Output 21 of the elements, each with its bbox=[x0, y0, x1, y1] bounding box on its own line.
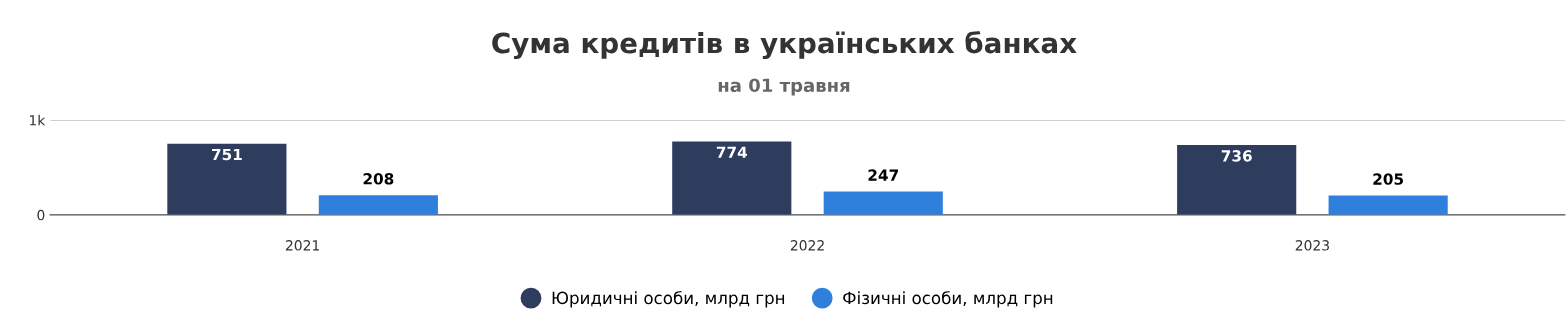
chart-subtitle: на 01 травня bbox=[718, 78, 850, 96]
y-tick-label: 1k bbox=[29, 114, 46, 126]
x-tick-label: 2021 bbox=[285, 240, 320, 251]
legend-label: Фізичні особи, млрд грн bbox=[843, 291, 1053, 308]
bar bbox=[318, 195, 438, 215]
data-label: 208 bbox=[363, 173, 394, 185]
x-tick-label: 2023 bbox=[1295, 240, 1329, 251]
data-label: 774 bbox=[716, 146, 748, 158]
x-tick-label: 2022 bbox=[790, 240, 824, 251]
bar bbox=[672, 141, 792, 215]
data-label: 205 bbox=[1373, 173, 1404, 185]
chart-title: Сума кредитів в українських банках bbox=[492, 31, 1077, 60]
bar bbox=[1177, 145, 1297, 215]
bar bbox=[823, 191, 943, 215]
bar bbox=[1328, 195, 1448, 215]
legend-label: Юридичні особи, млрд грн bbox=[552, 291, 785, 308]
data-label: 751 bbox=[211, 148, 242, 161]
data-label: 736 bbox=[1221, 150, 1252, 162]
data-label: 247 bbox=[868, 169, 898, 181]
bar bbox=[167, 143, 287, 215]
y-tick-label: 0 bbox=[37, 209, 45, 221]
